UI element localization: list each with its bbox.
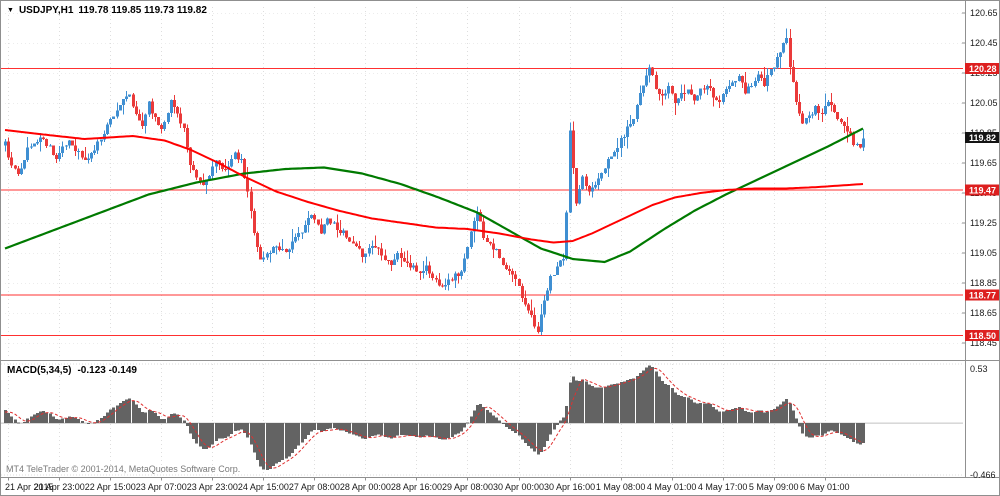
time-tick-label: 23 Apr 07:00 [136, 482, 187, 492]
macd-axis[interactable]: 0.53 -0.466 [970, 364, 996, 480]
ohlc-values: 119.78 119.85 119.73 119.82 [78, 5, 207, 16]
pane-separators [1, 1, 999, 478]
macd-pane[interactable] [5, 364, 963, 475]
candles-layer [4, 28, 865, 336]
price-axis[interactable]: 120.65120.45120.25120.05119.85119.65119.… [962, 8, 1000, 348]
time-tick-label: 24 Apr 15:00 [238, 482, 289, 492]
horizontal-level-lines[interactable] [1, 68, 963, 336]
time-tick-label: 30 Apr 00:00 [493, 482, 544, 492]
price-tick-label: 119.25 [970, 218, 997, 228]
time-axis[interactable]: 21 Apr 201521 Apr 23:0022 Apr 15:0023 Ap… [5, 477, 850, 493]
ma-slow-green [4, 127, 864, 264]
level-price-box [965, 330, 999, 341]
time-tick-label: 1 May 08:00 [596, 482, 646, 492]
price-tick-label: 120.45 [970, 38, 998, 48]
time-tick-label: 28 Apr 00:00 [340, 482, 391, 492]
time-tick-label: 4 May 17:00 [698, 482, 748, 492]
time-tick-label: 5 May 09:00 [749, 482, 799, 492]
time-tick-label: 21 Apr 2015 [5, 482, 54, 492]
price-scale[interactable] [965, 1, 1000, 478]
time-tick-label: 23 Apr 23:00 [187, 482, 238, 492]
current-price-label: 119.82 [969, 133, 996, 143]
ma-fast-red [4, 129, 864, 244]
price-pane[interactable] [5, 7, 963, 358]
macd-current-values: -0.123 -0.149 [77, 365, 137, 376]
symbol-timeframe-label: USDJPY,H1 [18, 5, 74, 16]
level-price-label: 118.50 [969, 331, 996, 341]
macd-max-label: 0.53 [970, 364, 988, 374]
price-tick-label: 118.65 [970, 308, 997, 318]
chart-ohlc-header: ▼ USDJPY,H1 119.78 119.85 119.73 119.82 [7, 5, 207, 16]
time-tick-label: 6 May 01:00 [800, 482, 850, 492]
time-tick-label: 27 Apr 08:00 [289, 482, 340, 492]
current-price-box [965, 132, 999, 143]
time-tick-label: 29 Apr 08:00 [442, 482, 493, 492]
level-price-label: 120.28 [969, 64, 997, 74]
macd-histogram [4, 365, 865, 470]
symbol-dropdown-icon[interactable]: ▼ [7, 6, 14, 14]
platform-copyright: MT4 TeleTrader © 2001-2014, MetaQuotes S… [6, 464, 241, 474]
time-tick-label: 4 May 01:00 [647, 482, 697, 492]
price-tick-label: 118.45 [970, 338, 997, 348]
level-price-label: 119.47 [969, 186, 996, 196]
price-tick-label: 119.05 [970, 248, 997, 258]
moving-averages [4, 127, 864, 264]
time-tick-label: 22 Apr 15:00 [85, 482, 136, 492]
grid-lines [5, 7, 963, 475]
time-tick-label: 21 Apr 23:00 [34, 482, 85, 492]
time-scale[interactable] [1, 478, 1000, 496]
level-price-box [965, 184, 999, 196]
price-tick-label: 120.05 [970, 98, 998, 108]
price-tick-label: 120.65 [970, 8, 998, 18]
level-price-label: 118.77 [969, 291, 996, 301]
time-tick-label: 30 Apr 16:00 [544, 482, 595, 492]
price-tick-label: 118.85 [970, 278, 997, 288]
macd-pane-layer [1, 363, 963, 476]
macd-signal-line [4, 367, 864, 469]
price-tick-label: 119.65 [970, 158, 997, 168]
level-price-box [965, 289, 999, 301]
macd-indicator-label: MACD(5,34,5) -0.123 -0.149 [7, 365, 137, 376]
time-tick-label: 28 Apr 16:00 [391, 482, 442, 492]
macd-min-label: -0.466 [970, 470, 996, 480]
level-price-box [965, 63, 999, 74]
macd-name: MACD(5,34,5) [7, 365, 72, 376]
